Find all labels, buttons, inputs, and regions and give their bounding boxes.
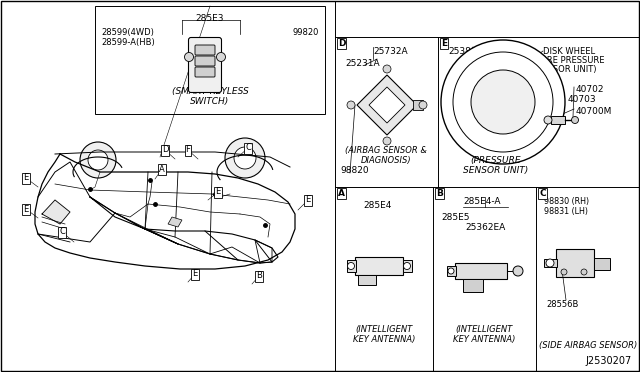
Polygon shape [168, 217, 182, 227]
Text: 98830 (RH): 98830 (RH) [544, 197, 589, 206]
Text: C: C [245, 144, 251, 153]
Circle shape [441, 40, 565, 164]
Circle shape [80, 142, 116, 178]
Text: 40700M: 40700M [576, 107, 612, 116]
Text: 99820: 99820 [292, 28, 319, 37]
Circle shape [546, 259, 554, 267]
Circle shape [348, 263, 355, 269]
Bar [447, 266, 456, 276]
Circle shape [513, 266, 523, 276]
Text: A: A [338, 189, 345, 198]
Bar [95, 6, 325, 114]
Circle shape [383, 137, 391, 145]
Text: (PRESSURE
SENSOR UNIT): (PRESSURE SENSOR UNIT) [463, 155, 529, 175]
Bar [544, 259, 557, 267]
Text: DISK WHEEL: DISK WHEEL [543, 47, 595, 56]
Bar [556, 249, 594, 277]
Polygon shape [115, 213, 178, 244]
Circle shape [544, 116, 552, 124]
Text: (INTELLIGENT
KEY ANTENNA): (INTELLIGENT KEY ANTENNA) [453, 325, 515, 344]
Bar [355, 257, 403, 275]
Bar [463, 279, 483, 292]
Text: A: A [159, 164, 165, 173]
Circle shape [448, 268, 454, 274]
Circle shape [216, 52, 225, 61]
Text: 285E3: 285E3 [196, 14, 224, 23]
Text: E: E [441, 39, 447, 48]
Text: B: B [256, 272, 262, 280]
Circle shape [225, 138, 265, 178]
Circle shape [453, 52, 553, 152]
Bar [358, 275, 376, 285]
Polygon shape [357, 75, 417, 135]
Text: 285E5: 285E5 [441, 213, 470, 222]
Text: E: E [193, 269, 198, 279]
Text: 25231A: 25231A [345, 59, 380, 68]
Text: (SIDE AIRBAG SENSOR): (SIDE AIRBAG SENSOR) [539, 341, 637, 350]
Circle shape [471, 70, 535, 134]
Text: 25362EA: 25362EA [465, 223, 505, 232]
Circle shape [184, 52, 193, 61]
Text: 28599(4WD): 28599(4WD) [101, 28, 154, 37]
Bar [551, 116, 565, 124]
Circle shape [581, 269, 587, 275]
Text: 40702: 40702 [576, 85, 605, 94]
Circle shape [403, 263, 410, 269]
Text: 40703: 40703 [568, 95, 596, 104]
Bar [455, 263, 507, 279]
Text: 28599-A(HB): 28599-A(HB) [101, 38, 155, 47]
Text: (AIRBAG SENSOR &
DIAGNOSIS): (AIRBAG SENSOR & DIAGNOSIS) [345, 145, 427, 165]
Text: E: E [24, 173, 29, 183]
Text: 253893: 253893 [448, 47, 483, 56]
Text: (TIRE PRESSURE: (TIRE PRESSURE [536, 56, 605, 65]
Bar [594, 258, 610, 270]
Text: (SMART KEYLESS
SWITCH): (SMART KEYLESS SWITCH) [172, 87, 248, 106]
Text: 28556B: 28556B [546, 300, 579, 309]
Text: D: D [338, 39, 346, 48]
Text: 98831 (LH): 98831 (LH) [544, 207, 588, 216]
Circle shape [572, 116, 579, 124]
Text: 285E4: 285E4 [363, 201, 392, 210]
Text: B: B [436, 189, 443, 198]
Text: E: E [216, 187, 221, 196]
Text: SENSOR UNIT): SENSOR UNIT) [536, 65, 596, 74]
Polygon shape [369, 87, 405, 123]
FancyBboxPatch shape [195, 67, 215, 77]
FancyBboxPatch shape [189, 38, 221, 93]
Text: E: E [24, 205, 29, 214]
Bar [347, 260, 356, 272]
FancyBboxPatch shape [195, 56, 215, 66]
Bar [413, 100, 423, 110]
Polygon shape [42, 200, 70, 224]
Circle shape [88, 150, 108, 170]
Text: J2530207: J2530207 [586, 356, 632, 366]
Bar [403, 260, 412, 272]
Text: E: E [305, 196, 310, 205]
Text: D: D [162, 145, 168, 154]
Text: 285E4-A: 285E4-A [463, 197, 500, 206]
Circle shape [383, 65, 391, 73]
Text: C: C [539, 189, 546, 198]
Text: (INTELLIGENT
KEY ANTENNA): (INTELLIGENT KEY ANTENNA) [353, 325, 415, 344]
Circle shape [561, 269, 567, 275]
Text: C: C [59, 228, 65, 237]
Text: F: F [186, 145, 191, 154]
Text: 98820: 98820 [340, 166, 369, 175]
Circle shape [347, 101, 355, 109]
Circle shape [234, 147, 256, 169]
Circle shape [419, 101, 427, 109]
Text: 25732A: 25732A [373, 47, 408, 56]
FancyBboxPatch shape [195, 45, 215, 55]
